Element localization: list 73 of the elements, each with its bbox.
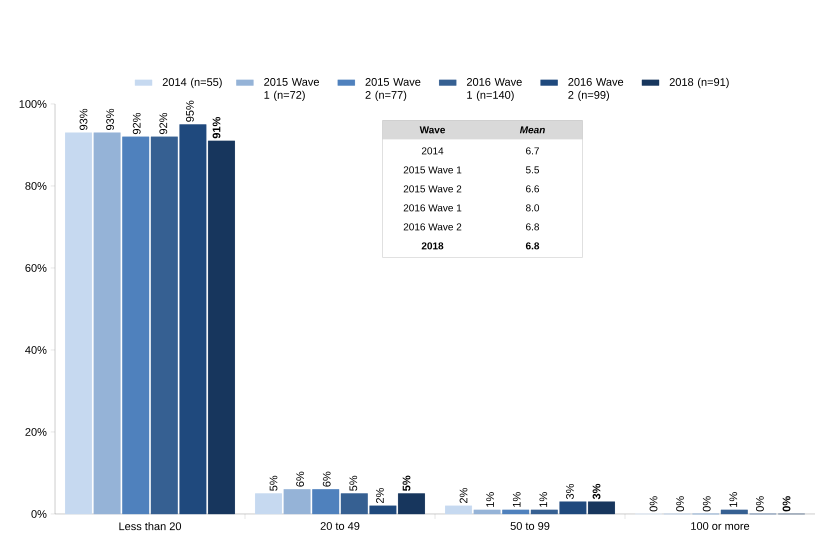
data-label: 3% (592, 484, 600, 500)
data-label: 2% (460, 488, 468, 504)
bar (340, 493, 368, 514)
bar (398, 493, 425, 514)
legend-label: 2018 (n=91) (670, 78, 729, 88)
annotation: 6.6 (526, 185, 540, 192)
legend-label: 2016 Wave 1 (n=140) (466, 78, 522, 101)
data-label: 5% (349, 476, 358, 491)
bar (122, 136, 150, 514)
x-tick-label: 100 or more (691, 522, 750, 530)
legend-label: 2015 Wave 1 (n=72) (264, 78, 319, 101)
annotation: 2016 Wave 2 (404, 223, 462, 230)
data-label: 93% (106, 108, 114, 130)
y-tick-label: 60% (25, 264, 46, 272)
legend-label: 2016 Wave 2 (n=99) (568, 78, 624, 101)
bar (208, 140, 235, 514)
data-label: 91% (212, 116, 220, 138)
legend-label: 2015 Wave 2 (n=77) (366, 78, 420, 101)
data-label: 1% (512, 492, 521, 507)
data-label: 93% (80, 108, 88, 130)
data-label: 5% (270, 476, 278, 491)
annotation: 6.8 (526, 242, 540, 250)
bar (312, 489, 340, 514)
y-tick-label: 20% (25, 428, 46, 436)
data-label: 6% (322, 472, 331, 487)
y-tick-label: 40% (25, 346, 46, 354)
bar (284, 489, 311, 514)
data-label: 92% (132, 112, 141, 134)
data-label: 1% (486, 492, 494, 507)
x-tick-label: 50 to 99 (510, 522, 550, 530)
data-label: 6% (296, 472, 304, 487)
data-label: 95% (186, 100, 194, 122)
annotation: 2016 Wave 1 (404, 204, 462, 212)
annotation: 6.8 (526, 223, 540, 230)
bar (445, 506, 472, 514)
bar (559, 501, 586, 514)
bar (150, 136, 178, 514)
bar (720, 510, 748, 514)
y-tick-label: 80% (25, 182, 46, 190)
bar (65, 132, 92, 514)
x-tick-label: 20 to 49 (320, 522, 360, 530)
data-label: 0% (782, 496, 790, 512)
data-label: 0% (676, 496, 684, 512)
annotation: 2015 Wave 2 (404, 185, 462, 192)
data-label: 2% (376, 488, 384, 504)
bar (502, 510, 530, 514)
legend-label: 2014 (n=55) (162, 78, 222, 88)
y-tick-label: 0% (31, 510, 46, 518)
annotation: 2018 (422, 242, 444, 250)
bar (530, 510, 558, 514)
bar (255, 493, 282, 514)
data-label: 5% (402, 476, 410, 491)
annotation: Wave (420, 126, 446, 134)
data-label: 1% (729, 492, 738, 507)
bar (369, 506, 396, 514)
annotation: 8.0 (526, 204, 540, 212)
bar (94, 132, 121, 514)
x-tick-label: Less than 20 (119, 522, 182, 530)
bar (474, 510, 501, 514)
bar (588, 501, 615, 514)
annotation: 2014 (422, 147, 444, 154)
data-label: 0% (650, 496, 658, 512)
annotation: Mean (520, 126, 545, 134)
data-label: 0% (702, 496, 711, 512)
data-label: 1% (539, 492, 548, 507)
annotation: 5.5 (526, 166, 540, 174)
data-label: 0% (756, 496, 764, 512)
y-tick-label: 100% (20, 100, 46, 108)
data-label: 3% (566, 484, 574, 500)
annotation: 6.7 (526, 147, 539, 154)
data-label: 92% (159, 112, 168, 134)
bar (179, 124, 206, 514)
annotation: 2015 Wave 1 (404, 166, 462, 174)
